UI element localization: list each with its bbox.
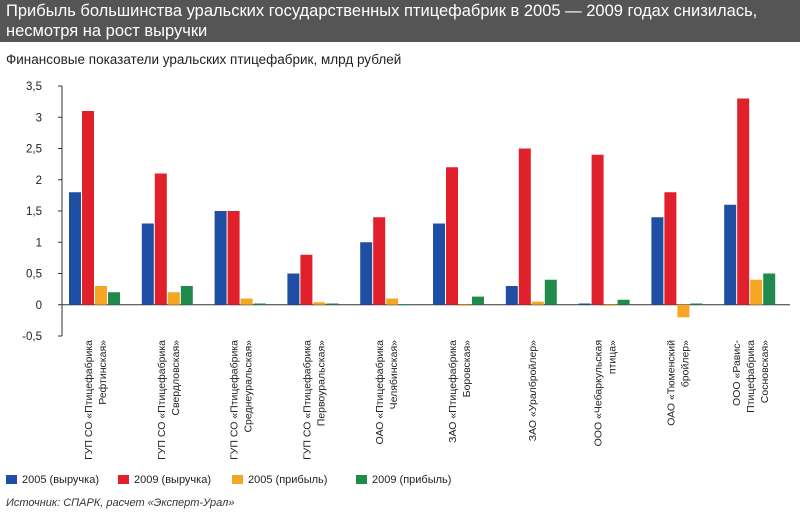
bar <box>360 242 373 305</box>
legend-item: 2005 (выручка) <box>6 474 99 486</box>
y-tick-label: 2,5 <box>26 144 42 156</box>
category-label: бройлер» <box>679 340 691 387</box>
bar <box>617 299 630 305</box>
chart-subtitle: Финансовые показатели уральских птицефаб… <box>6 52 402 67</box>
category-label: Птицефабрика <box>745 340 757 413</box>
bar <box>69 192 81 305</box>
category-label: Челябинская» <box>388 340 400 410</box>
category-label: ГУП СО «Птицефабрика <box>301 340 313 460</box>
y-tick-label: 0,5 <box>26 269 42 281</box>
y-tick-label: -0,5 <box>22 331 42 343</box>
bar <box>180 286 193 305</box>
y-tick-label: 3,5 <box>26 81 42 93</box>
legend-item: 2009 (прибыль) <box>356 474 451 486</box>
bar <box>737 98 750 305</box>
bar <box>578 303 591 305</box>
legend-label: 2009 (выручка) <box>134 474 211 486</box>
legend-label: 2005 (выручка) <box>22 474 99 486</box>
bar <box>651 217 664 305</box>
bar <box>253 303 266 305</box>
bar <box>386 298 399 305</box>
category-label: ООО «Равис- <box>731 340 743 406</box>
bar <box>750 279 763 305</box>
category-label: ОАО «Тюменский <box>665 340 677 426</box>
bar <box>724 204 737 305</box>
bar <box>167 292 180 305</box>
bar <box>472 296 484 305</box>
category-label: Среднеуральская» <box>243 340 255 433</box>
bar <box>690 303 703 305</box>
bar <box>433 223 445 305</box>
category-label: ГУП СО «Птицефабрика <box>156 340 168 460</box>
title-bar: Прибыль большинства уральских государств… <box>0 0 800 42</box>
bar <box>214 211 227 305</box>
category-label: Сосновская» <box>759 340 771 403</box>
bar <box>82 111 94 305</box>
legend-swatch <box>232 475 243 484</box>
bar <box>141 223 154 305</box>
bar <box>505 286 518 305</box>
bar <box>459 304 471 306</box>
source-note: Источник: СПАРК, расчет «Эксперт-Урал» <box>6 497 235 509</box>
legend-swatch <box>356 475 367 484</box>
category-label: птица» <box>607 340 619 374</box>
y-tick-label: 1,5 <box>26 206 42 218</box>
category-label: ЗАО «Уралбройлер» <box>527 340 539 441</box>
bar <box>300 254 313 305</box>
legend-item: 2009 (выручка) <box>118 474 211 486</box>
bar <box>604 304 617 306</box>
legend-swatch <box>6 475 17 484</box>
legend-label: 2005 (прибыль) <box>248 474 328 486</box>
bar <box>531 301 544 305</box>
bar <box>313 302 326 305</box>
bar <box>664 192 677 305</box>
y-tick-label: 3 <box>36 112 42 124</box>
bar <box>677 304 690 318</box>
y-tick-label: 1 <box>36 237 42 249</box>
category-label: ОАО «Птицефабрика <box>374 340 386 445</box>
category-label: ЗАО «Птицефабрика <box>447 340 459 443</box>
bar-chart: 3,5 3 2,5 2 1,5 1 0,5 0 -0,5 ГУП СО «Птицефабрика… <box>22 81 790 460</box>
category-label: ГУП СО «Птицефабрика <box>83 340 95 460</box>
bar <box>544 279 557 305</box>
bar <box>373 217 386 305</box>
category-label: ООО «Чебаркульская <box>593 340 605 446</box>
bar <box>95 286 107 305</box>
bar <box>287 273 300 305</box>
bar <box>399 304 412 306</box>
legend-label: 2009 (прибыль) <box>372 474 452 486</box>
bar <box>446 167 458 305</box>
bar <box>763 273 776 305</box>
legend-item: 2005 (прибыль) <box>232 474 327 486</box>
bar <box>240 298 253 305</box>
bar <box>591 154 604 305</box>
bar <box>227 211 240 305</box>
bar <box>518 148 531 305</box>
chart-title: Прибыль большинства уральских государств… <box>6 2 758 40</box>
bar <box>154 173 167 305</box>
y-tick-label: 2 <box>36 175 42 187</box>
category-label: Свердловская» <box>170 340 182 416</box>
bar <box>108 292 120 305</box>
category-label: Первоуральская» <box>315 340 327 426</box>
category-label: ГУП СО «Птицефабрика <box>229 340 241 460</box>
category-label: Боровская» <box>461 340 473 397</box>
category-label: Рефтинская» <box>97 340 109 405</box>
y-tick-label: 0 <box>36 300 42 312</box>
legend-swatch <box>118 475 129 484</box>
bar <box>326 303 339 305</box>
